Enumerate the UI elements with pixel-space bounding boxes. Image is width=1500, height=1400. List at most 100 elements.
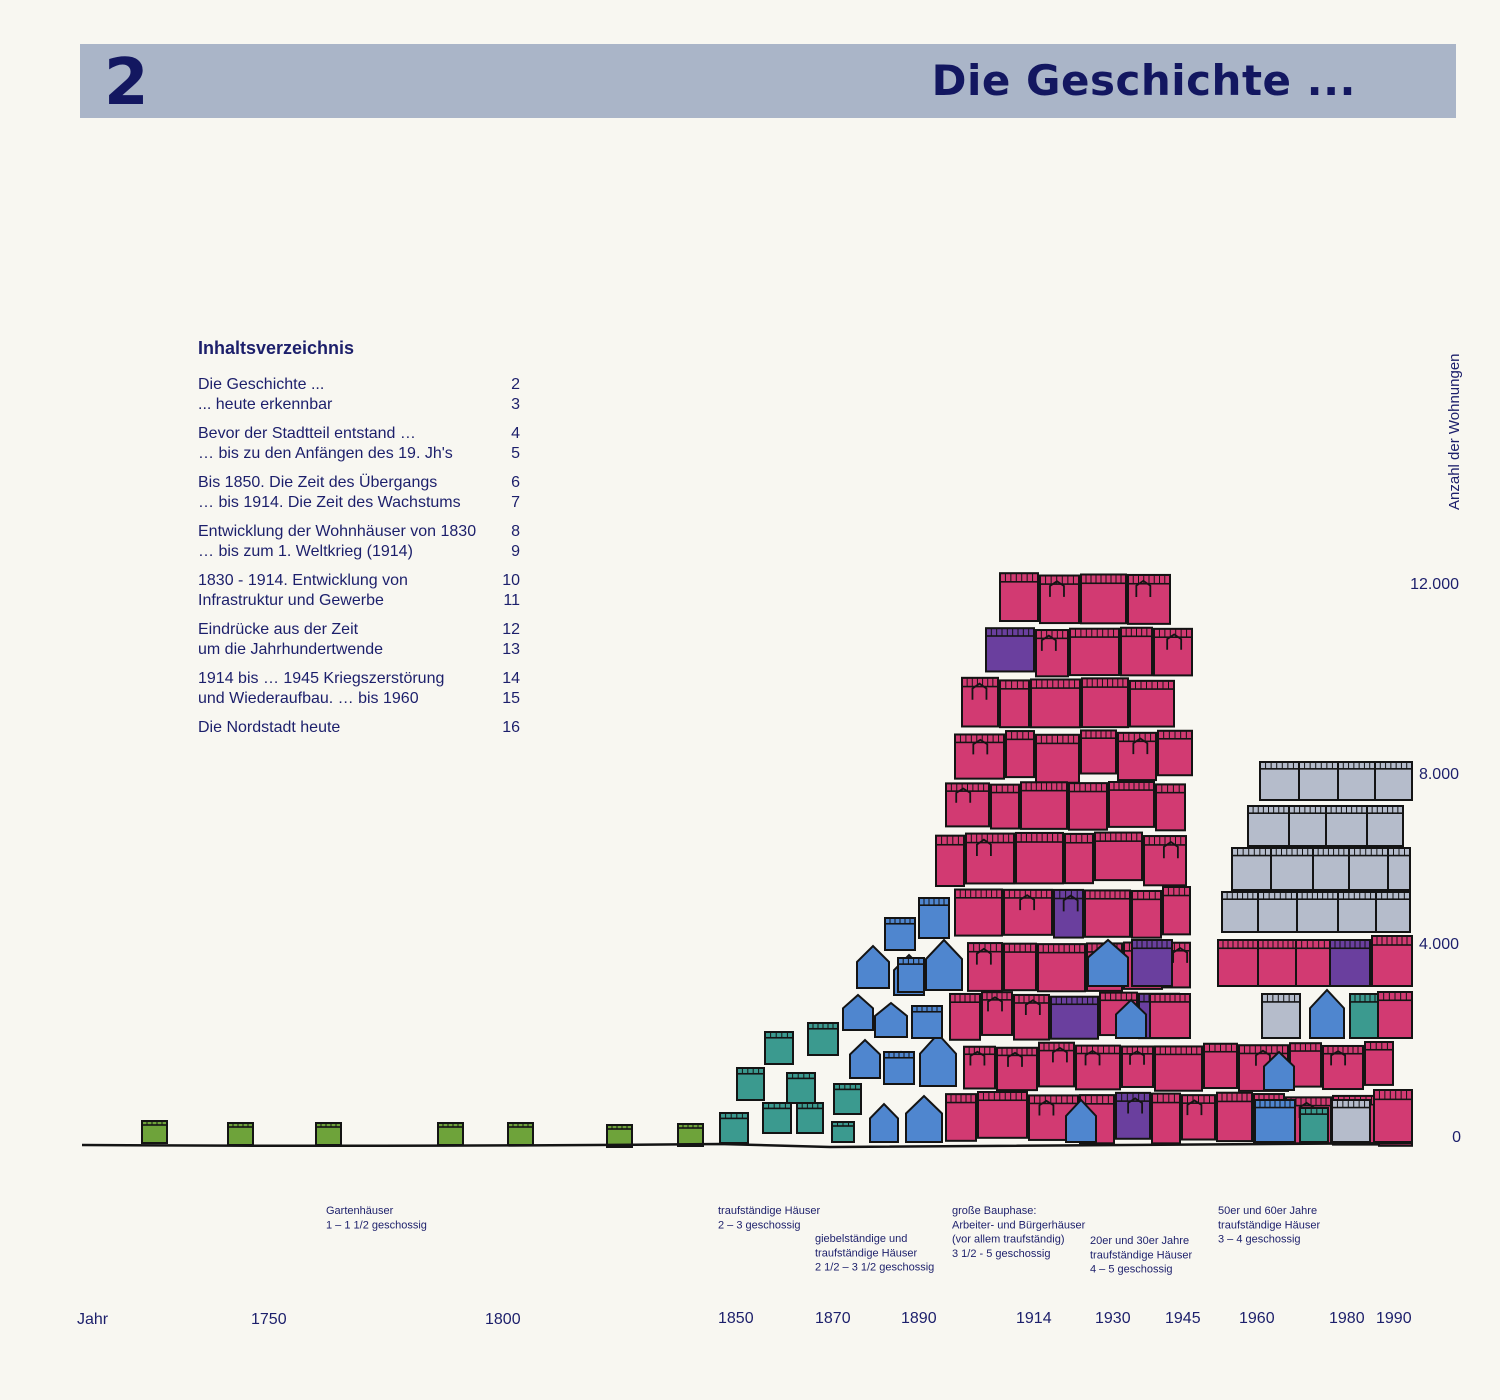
chart-baseline [81,1141,1413,1149]
teal-house [762,1102,792,1134]
pink-house [1129,679,1175,728]
house-with-dormer [1039,574,1080,625]
house-gable-roof [919,1032,957,1087]
x-axis-label: Jahr [77,1311,109,1328]
pink-house [945,1093,977,1142]
toc-entry-page: 16 [502,719,520,736]
toc-group: Bevor der Stadtteil entstand … 4 … bis zu … [198,424,520,464]
toc-entry: Die Nordstadt heute 16 [198,718,520,738]
header-bar: 2 Die Geschichte ... [80,44,1456,120]
pink-house [1030,678,1081,729]
pink-house [949,992,981,1041]
toc-entry-text: … bis zu den Anfängen des 19. Jh's [198,445,453,462]
teal-house [796,1102,824,1134]
dormer-mark [1162,840,1179,859]
pink-house [1154,1045,1203,1092]
grey-block-house [1375,891,1411,933]
toc-entry: Entwicklung der Wohnhäuser von 1830 8 [198,522,520,542]
pink-house [1162,886,1191,936]
pink-house [1364,1041,1394,1086]
toc-group: 1914 bis … 1945 Kriegszerstörung 14 und Wi… [198,669,520,709]
toc-entry-text: Die Geschichte ... [198,376,325,393]
house-with-dormer [1143,835,1187,887]
toc-heading: Inhaltsverzeichnis [198,338,355,358]
garden-house [677,1123,704,1147]
pink-house [1155,783,1186,832]
teal-house [831,1121,855,1143]
toc-entry-text: … bis 1914. Die Zeit des Wachstums [198,494,461,511]
garden-house [606,1124,633,1148]
toc-entry: um die Jahrhundertwende 13 [198,640,520,660]
era-annotation: traufständige Häuser 2 – 3 geschossig [718,1205,820,1231]
dormer-mark [1186,1099,1203,1116]
pink-house [1050,995,1099,1040]
era-annotation-line: traufständige Häuser [1090,1249,1192,1261]
toc-group: Eindrücke aus der Zeit 12 um die Jahrhunde… [198,620,520,660]
x-tick-label: 1800 [485,1311,521,1328]
pink-house [977,1091,1028,1139]
pink-house [1108,781,1155,828]
postwar-house [1149,993,1191,1039]
house-gable-roof [905,1094,943,1143]
house-illustrations [141,572,1413,1148]
dormer-mark [1135,579,1152,597]
grey-block-house [1296,891,1339,933]
toc-entry-text: Infrastruktur und Gewerbe [198,592,384,609]
era-annotation-line: (vor allem traufständig) [952,1234,1065,1246]
toc-group: 1830 - 1914. Entwicklung von 10 Infrastruk… [198,571,520,611]
pink-house [1003,942,1037,992]
toc-entry-text: und Wiederaufbau. … bis 1960 [198,690,419,707]
dormer-mark [1049,580,1065,597]
grey-block-house [1312,847,1350,891]
toc-entry-text: 1914 bis … 1945 Kriegszerstörung [198,670,445,687]
grey-block-house [1257,891,1298,933]
house-with-dormer [965,832,1015,885]
house-gable-roof [869,1102,899,1143]
era-annotation: 20er und 30er Jahre traufständige Häuser 4… [1090,1235,1192,1276]
dormer-mark [1255,1049,1271,1066]
postwar-house [1261,993,1301,1039]
era-annotation-line: große Bauphase: [952,1205,1036,1217]
toc-entry-page: 4 [511,425,520,442]
toc-entry-text: … bis zum 1. Weltkrieg (1914) [198,543,413,560]
house-gable-roof [842,993,874,1031]
garden-house [315,1122,342,1146]
dormer-mark [1084,1049,1101,1066]
dormer-mark [971,682,988,700]
grey-block-house [1374,761,1413,801]
toc-entry: Infrastruktur und Gewerbe 11 [198,591,520,611]
garden-house [141,1120,168,1144]
pink-house [1203,1042,1238,1090]
pink-house [1005,730,1035,779]
toc-entry: … bis zu den Anfängen des 19. Jh's 5 [198,444,520,464]
house-gable-roof [925,938,963,991]
house-with-dormer [945,782,990,828]
teal-house [833,1083,862,1115]
pink-house [1064,832,1094,885]
house-with-dormer [1322,1044,1364,1091]
pink-house [1068,782,1108,831]
pink-house [985,627,1035,673]
house-with-dormer [963,1045,996,1090]
postwar-house [1349,993,1381,1039]
house-with-dormer [1153,627,1193,677]
grey-block-house [1259,761,1300,801]
dormer-mark [1040,634,1057,651]
toc-entry-page: 6 [511,474,520,491]
pink-house [1080,573,1127,625]
grey-block-house [1298,761,1339,801]
era-annotation: 50er und 60er Jahre traufständige Häuser 3… [1218,1205,1320,1246]
pink-house [1216,1091,1253,1143]
postwar-house [1217,939,1259,987]
x-tick-label: 1960 [1239,1310,1275,1327]
garden-house [507,1122,534,1146]
grey-block-house [1247,805,1290,847]
x-tick-label: 1870 [815,1310,851,1327]
dormer-mark [1038,1099,1055,1116]
era-annotation-line: Gartenhäuser [326,1205,394,1217]
dormer-mark [975,947,992,965]
house-with-dormer [1121,1045,1154,1088]
grey-block-house [1337,761,1376,801]
toc-entry-page: 11 [503,592,520,609]
pink-house [1131,889,1162,939]
